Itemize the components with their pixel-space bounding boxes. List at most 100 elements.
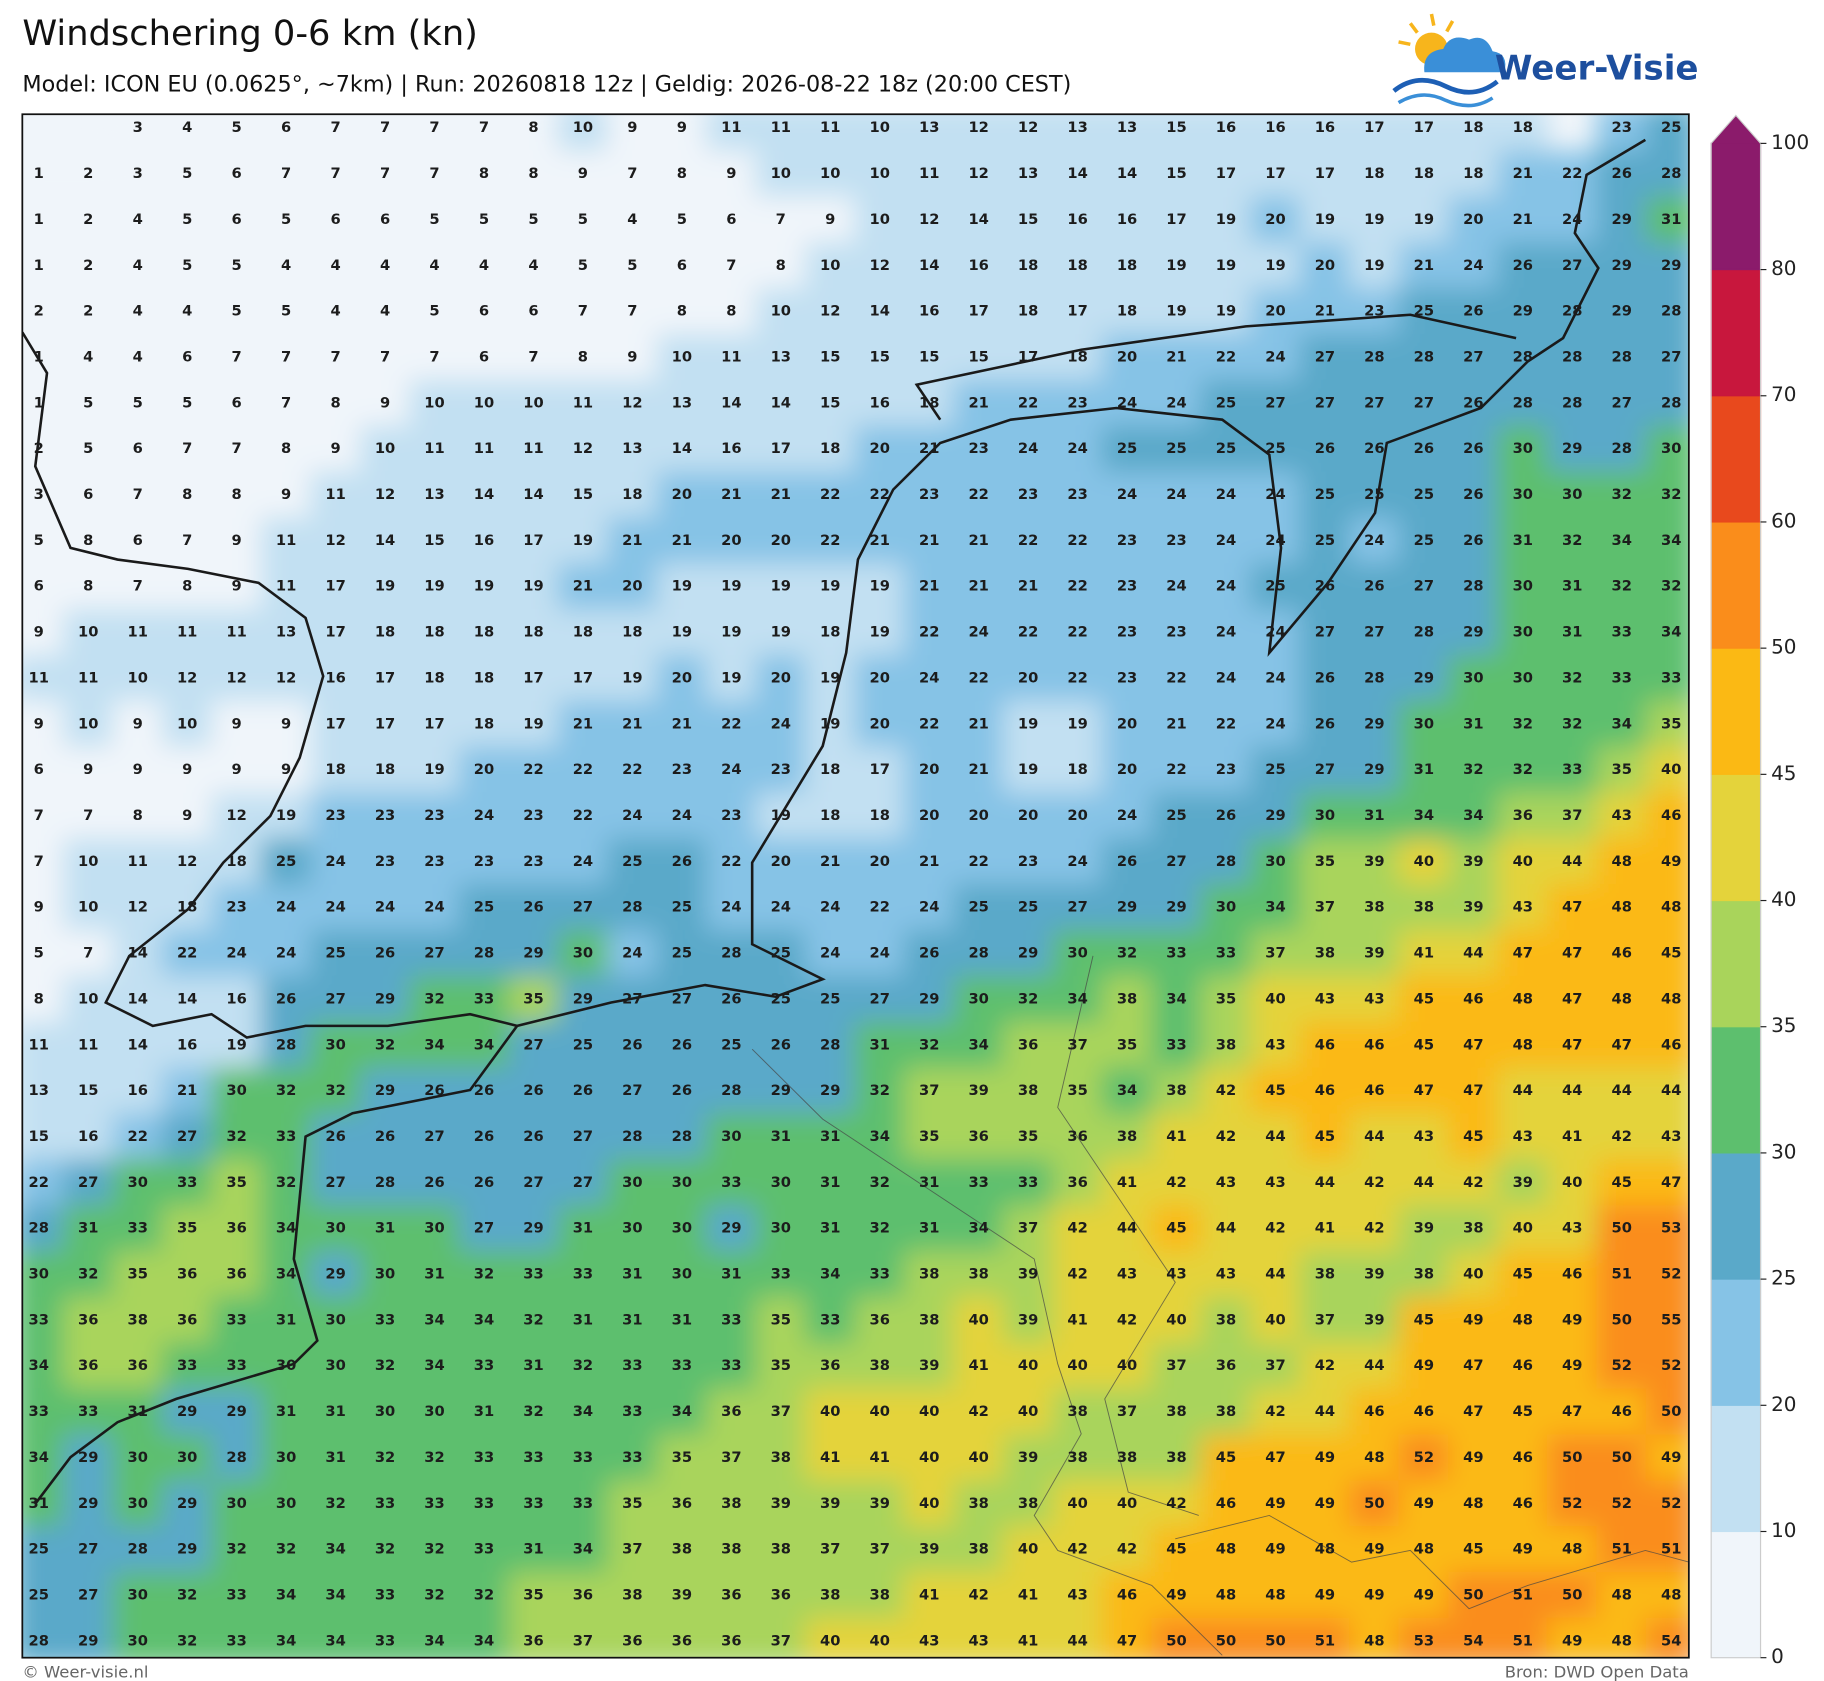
shear-value: 30 bbox=[968, 990, 988, 1007]
shear-value: 41 bbox=[820, 1449, 840, 1466]
shear-value: 29 bbox=[177, 1541, 197, 1558]
shear-value: 11 bbox=[276, 532, 296, 549]
shear-value: 16 bbox=[870, 394, 890, 411]
shear-cell bbox=[1497, 425, 1549, 473]
shear-value: 48 bbox=[1216, 1587, 1236, 1604]
shear-value: 32 bbox=[870, 1220, 890, 1237]
logo: Weer-Visie bbox=[1392, 13, 1699, 108]
shear-value: 32 bbox=[276, 1082, 296, 1099]
shear-cell bbox=[260, 114, 312, 152]
shear-value: 41 bbox=[1018, 1587, 1038, 1604]
shear-value: 16 bbox=[919, 303, 939, 320]
shear-value: 42 bbox=[1265, 1220, 1285, 1237]
shear-value: 39 bbox=[919, 1541, 939, 1558]
shear-value: 25 bbox=[1661, 119, 1681, 136]
shear-value: 38 bbox=[1216, 1036, 1236, 1053]
shear-value: 31 bbox=[325, 1449, 345, 1466]
shear-value: 32 bbox=[375, 1036, 395, 1053]
shear-cell bbox=[161, 654, 213, 702]
shear-cell bbox=[161, 425, 213, 473]
colorbar-segment bbox=[1710, 1278, 1762, 1406]
shear-value: 38 bbox=[968, 1541, 988, 1558]
shear-value: 32 bbox=[523, 1311, 543, 1328]
shear-cell bbox=[607, 425, 658, 473]
shear-cell bbox=[953, 150, 1004, 198]
shear-value: 18 bbox=[1364, 165, 1384, 182]
shear-value: 23 bbox=[1018, 853, 1038, 870]
shear-value: 37 bbox=[1315, 1311, 1335, 1328]
shear-value: 30 bbox=[29, 1266, 49, 1283]
shear-cell bbox=[1546, 379, 1598, 427]
shear-cell bbox=[260, 150, 312, 198]
shear-value: 38 bbox=[1166, 1082, 1186, 1099]
shear-value: 34 bbox=[672, 1403, 692, 1420]
shear-value: 19 bbox=[721, 578, 741, 595]
shear-value: 5 bbox=[232, 257, 242, 274]
shear-value: 34 bbox=[276, 1587, 296, 1604]
shear-value: 18 bbox=[870, 807, 890, 824]
shear-cell bbox=[755, 563, 807, 611]
shear-cell bbox=[854, 150, 906, 198]
shear-value: 24 bbox=[1265, 486, 1285, 503]
shear-value: 43 bbox=[1067, 1587, 1087, 1604]
shear-value: 34 bbox=[474, 1311, 494, 1328]
shear-value: 34 bbox=[1067, 990, 1087, 1007]
shear-value: 50 bbox=[1612, 1220, 1632, 1237]
shear-value: 10 bbox=[424, 394, 444, 411]
shear-value: 23 bbox=[424, 853, 444, 870]
shear-value: 42 bbox=[1067, 1220, 1087, 1237]
shear-value: 30 bbox=[771, 1220, 791, 1237]
shear-value: 23 bbox=[672, 761, 692, 778]
shear-value: 21 bbox=[771, 486, 791, 503]
shear-value: 7 bbox=[34, 853, 44, 870]
shear-cell bbox=[804, 333, 856, 382]
shear-cell bbox=[854, 425, 906, 473]
shear-value: 5 bbox=[627, 257, 637, 274]
shear-cell bbox=[1151, 517, 1202, 565]
shear-value: 24 bbox=[276, 899, 296, 916]
shear-value: 18 bbox=[375, 624, 395, 641]
shear-cell bbox=[211, 333, 262, 382]
shear-value: 39 bbox=[1018, 1266, 1038, 1283]
shear-value: 13 bbox=[672, 394, 692, 411]
shear-value: 43 bbox=[1265, 1036, 1285, 1053]
shear-cell bbox=[409, 114, 460, 152]
shear-cell bbox=[607, 471, 658, 519]
shear-value: 32 bbox=[870, 1082, 890, 1099]
shear-cell bbox=[953, 471, 1004, 519]
shear-cell bbox=[112, 150, 164, 198]
shear-cell bbox=[161, 242, 213, 290]
shear-cell bbox=[1002, 471, 1054, 519]
shear-value: 30 bbox=[276, 1495, 296, 1512]
shear-cell bbox=[1052, 609, 1103, 657]
shear-value: 19 bbox=[375, 578, 395, 595]
shear-value: 19 bbox=[1315, 211, 1335, 228]
shear-cell bbox=[508, 196, 559, 244]
shear-cell bbox=[260, 333, 312, 382]
colorbar-segment bbox=[1710, 1152, 1762, 1280]
shear-value: 34 bbox=[1463, 807, 1483, 824]
shear-cell bbox=[1250, 609, 1301, 657]
shear-value: 21 bbox=[1513, 165, 1533, 182]
shear-value: 41 bbox=[1067, 1311, 1087, 1328]
shear-value: 10 bbox=[78, 990, 98, 1007]
shear-value: 4 bbox=[182, 119, 192, 136]
shear-cell bbox=[1596, 563, 1648, 611]
shear-value: 29 bbox=[1661, 257, 1681, 274]
shear-value: 40 bbox=[1414, 853, 1434, 870]
shear-value: 46 bbox=[1117, 1587, 1137, 1604]
shear-value: 24 bbox=[1216, 486, 1236, 503]
shear-value: 27 bbox=[424, 1128, 444, 1145]
shear-cell bbox=[508, 700, 559, 748]
shear-value: 29 bbox=[919, 990, 939, 1007]
shear-cell bbox=[359, 242, 411, 290]
shear-value: 31 bbox=[276, 1403, 296, 1420]
shear-value: 31 bbox=[820, 1220, 840, 1237]
shear-value: 38 bbox=[1018, 1082, 1038, 1099]
shear-value: 8 bbox=[281, 440, 291, 457]
colorbar-label: 45 bbox=[1771, 762, 1796, 785]
shear-value: 34 bbox=[870, 1128, 890, 1145]
shear-value: 29 bbox=[721, 1220, 741, 1237]
shear-value: 14 bbox=[870, 303, 890, 320]
shear-value: 18 bbox=[1117, 303, 1137, 320]
